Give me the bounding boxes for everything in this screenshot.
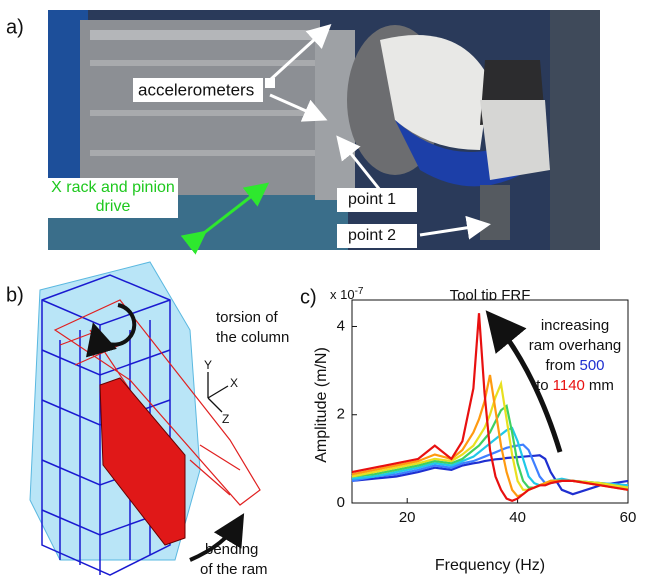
annotation-part: ram overhang [529, 337, 622, 354]
photo-callouts [48, 23, 491, 255]
annotation: increasing ram overhang from 500 to 1140 mm [529, 317, 622, 394]
x-tick-label: 20 [399, 509, 416, 526]
axis-symbol: Y [204, 358, 212, 372]
series-line [351, 374, 629, 498]
fe-model [29, 261, 261, 576]
exponent-base: x 10 [330, 287, 355, 302]
exponent-power: -7 [355, 286, 364, 297]
annotation-part: from [545, 357, 575, 374]
axis-exponent: x 10-7 [330, 286, 364, 303]
series-line [351, 313, 629, 502]
y-axis-label: Amplitude (m/N) [313, 347, 330, 463]
annotation-part: mm [589, 377, 614, 394]
annotation: bending [205, 541, 258, 558]
annotation-part: 1140 [553, 377, 585, 394]
callout-label: point 2 [348, 227, 396, 244]
axis-symbol: Z [222, 412, 229, 426]
annotation: of the ram [200, 561, 268, 578]
panel-label: c) [300, 286, 317, 308]
axis-symbol: X [230, 376, 238, 390]
callout-label: accelerometers [138, 80, 254, 99]
callout-label: drive [96, 198, 131, 215]
x-axis-label: Frequency (Hz) [435, 557, 545, 574]
annotation: the column [216, 329, 289, 346]
annotation-arrow [485, 310, 563, 453]
y-tick-label: 0 [337, 494, 345, 511]
y-tick-label: 2 [337, 406, 345, 423]
y-tick-label: 4 [337, 317, 345, 334]
x-tick-label: 60 [620, 509, 637, 526]
annotation-part: to [536, 377, 549, 394]
panel-label: b) [6, 284, 24, 306]
x-tick-label: 40 [509, 509, 526, 526]
panel-label: a) [6, 16, 24, 38]
annotation-part: 500 [579, 357, 604, 374]
callout-label: point 1 [348, 191, 396, 208]
annotation-part: increasing [541, 317, 609, 334]
callout-label: X rack and pinion [51, 179, 175, 196]
annotation: torsion of [216, 309, 279, 326]
